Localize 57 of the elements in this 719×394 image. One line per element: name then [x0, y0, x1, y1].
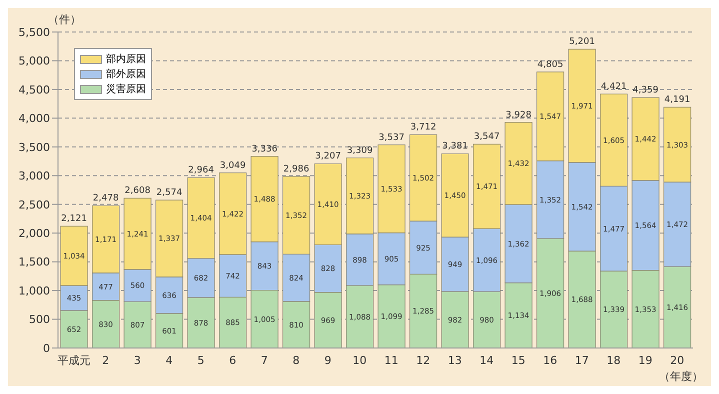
- total-label: 3,336: [252, 144, 278, 154]
- total-label: 2,121: [61, 214, 87, 224]
- total-label: 3,049: [220, 160, 246, 171]
- x-tick-label: 13: [448, 354, 462, 367]
- total-label: 2,986: [283, 164, 310, 174]
- legend-label: 部内原因: [106, 52, 146, 66]
- x-tick-label: 4: [166, 354, 173, 367]
- y-tick-label: 4,500: [18, 83, 50, 96]
- x-tick-label: 19: [638, 354, 652, 367]
- legend-label: 災害原因: [106, 82, 146, 96]
- y-tick-label: 500: [29, 313, 50, 326]
- x-tick-label: 8: [292, 354, 300, 367]
- x-tick-label: 10: [352, 354, 367, 367]
- legend-label: 部外原因: [106, 68, 146, 81]
- total-label: 2,478: [92, 194, 119, 204]
- y-tick-label: 3,000: [18, 170, 50, 183]
- y-tick-label: 2,500: [18, 198, 50, 212]
- y-tick-label: 3,500: [18, 140, 50, 154]
- x-tick-label: 14: [480, 354, 494, 367]
- x-tick-label: 20: [670, 354, 684, 367]
- y-tick-label: 0: [43, 342, 50, 355]
- total-label: 3,207: [315, 152, 341, 162]
- x-tick-label: 17: [574, 354, 589, 367]
- y-tick-label: 1,000: [18, 284, 50, 298]
- total-label: 4,421: [600, 82, 627, 92]
- y-axis-title: （件）: [48, 12, 81, 27]
- total-label: 4,359: [632, 86, 659, 96]
- x-tick-label: 11: [384, 354, 398, 367]
- total-label: 5,201: [569, 37, 595, 48]
- total-label: 3,712: [410, 122, 436, 133]
- y-tick-label: 2,000: [18, 226, 50, 240]
- x-tick-label: 7: [260, 354, 268, 367]
- x-tick-label: 平成元: [57, 354, 90, 367]
- total-label: 4,805: [537, 60, 564, 70]
- x-axis-title: （年度）: [659, 369, 703, 384]
- y-tick-label: 1,500: [18, 256, 50, 269]
- x-tick-label: 5: [197, 354, 204, 367]
- total-label: 3,381: [442, 142, 468, 152]
- total-label: 2,964: [188, 166, 214, 176]
- total-label: 2,608: [124, 186, 151, 196]
- total-label: 3,309: [346, 146, 373, 156]
- total-label: 3,547: [474, 132, 500, 142]
- x-tick-label: 3: [134, 354, 141, 367]
- y-tick-label: 5,500: [18, 26, 50, 39]
- total-label: 2,574: [156, 188, 182, 198]
- x-tick-label: 9: [324, 354, 332, 367]
- x-tick-label: 16: [543, 354, 558, 367]
- x-tick-label: 6: [229, 354, 236, 367]
- x-tick-label: 2: [102, 354, 110, 367]
- y-tick-label: 5,000: [18, 54, 50, 68]
- x-tick-label: 18: [606, 354, 621, 367]
- y-tick-label: 4,000: [18, 112, 50, 126]
- total-label: 4,191: [664, 95, 690, 106]
- total-label: 3,928: [506, 110, 532, 120]
- x-tick-label: 15: [511, 354, 526, 367]
- total-label: 3,537: [378, 132, 404, 143]
- x-tick-label: 12: [416, 354, 430, 367]
